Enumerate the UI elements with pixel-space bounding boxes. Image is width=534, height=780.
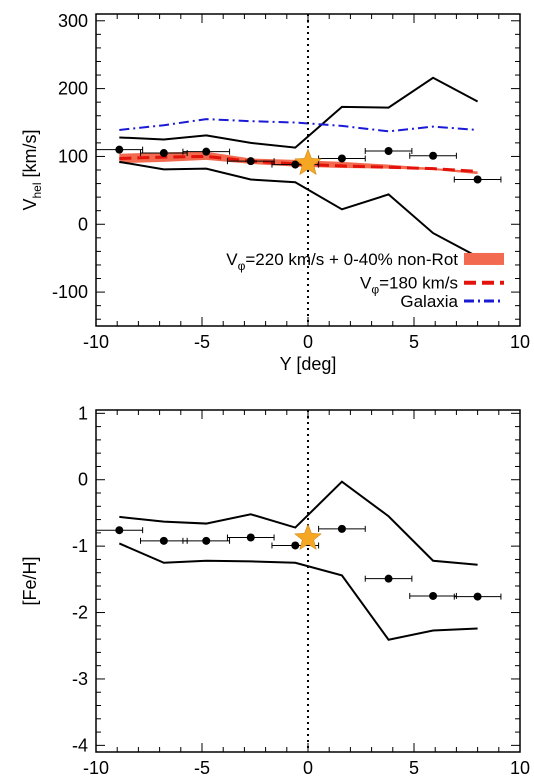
series-line-dashdot (119, 118, 478, 133)
y-tick-label: 300 (58, 11, 88, 31)
data-point (202, 536, 211, 545)
data-point (159, 536, 168, 545)
panel-top: -10 -5 0 5 10 -100 0 100 200 300 Y [deg] Vhel [km/s… (20, 11, 530, 374)
data-point (429, 151, 438, 160)
envelope-upper-line (119, 480, 478, 566)
data-point (291, 541, 300, 550)
data-point (115, 145, 124, 154)
legend-swatch-band (464, 252, 504, 265)
data-point (337, 154, 346, 163)
x-tick-label: 5 (409, 758, 419, 778)
y-axis-title: Vhel [km/s] (20, 129, 44, 210)
legend-label: Vφ=220 km/s + 0-40% non-Rot (226, 250, 458, 273)
y-tick-label: 0 (78, 214, 88, 234)
x-tick-label: 0 (303, 758, 313, 778)
x-tick-label: 0 (303, 332, 313, 352)
data-point (202, 147, 211, 156)
legend-label: Vφ=180 km/s (360, 274, 458, 297)
y-axis-title: [Fe/H] (20, 556, 40, 605)
x-tick-label: 5 (409, 332, 419, 352)
x-tick-label: 10 (510, 758, 530, 778)
data-point (473, 175, 482, 184)
envelope-lower-line (118, 542, 478, 641)
x-tick-label: -5 (194, 758, 210, 778)
x-tick-label: -5 (194, 332, 210, 352)
data-point (384, 574, 393, 583)
legend-label: Galaxia (400, 292, 458, 311)
y-tick-label: 200 (58, 79, 88, 99)
x-tick-label: 10 (510, 332, 530, 352)
y-tick-label: -3 (72, 669, 88, 689)
x-tick-label: -10 (83, 758, 109, 778)
envelope-upper-line (119, 76, 479, 149)
y-tick-label: -4 (72, 735, 88, 755)
data-point (291, 160, 300, 169)
star-marker (294, 148, 322, 176)
y-tick-label: -100 (52, 282, 88, 302)
data-point (159, 149, 168, 158)
y-tick-label: 0 (78, 470, 88, 490)
data-point (337, 524, 346, 533)
data-point (384, 147, 393, 156)
plot-area (96, 410, 502, 752)
y-tick-label: 100 (58, 146, 88, 166)
data-point (429, 591, 438, 600)
y-tick-label: 1 (78, 403, 88, 423)
x-tick-label: -10 (83, 332, 109, 352)
plot-area (96, 14, 502, 326)
star-marker (294, 523, 322, 551)
data-point (246, 533, 255, 542)
series-line-dashed (119, 154, 478, 173)
y-tick-label: -1 (72, 536, 88, 556)
data-point (115, 526, 124, 535)
x-axis-title: Y [deg] (280, 354, 337, 374)
envelope-lower-line (119, 160, 479, 258)
plot-frame (95, 409, 521, 753)
data-point (473, 592, 482, 601)
data-point (246, 157, 255, 166)
y-tick-label: -2 (72, 603, 88, 623)
